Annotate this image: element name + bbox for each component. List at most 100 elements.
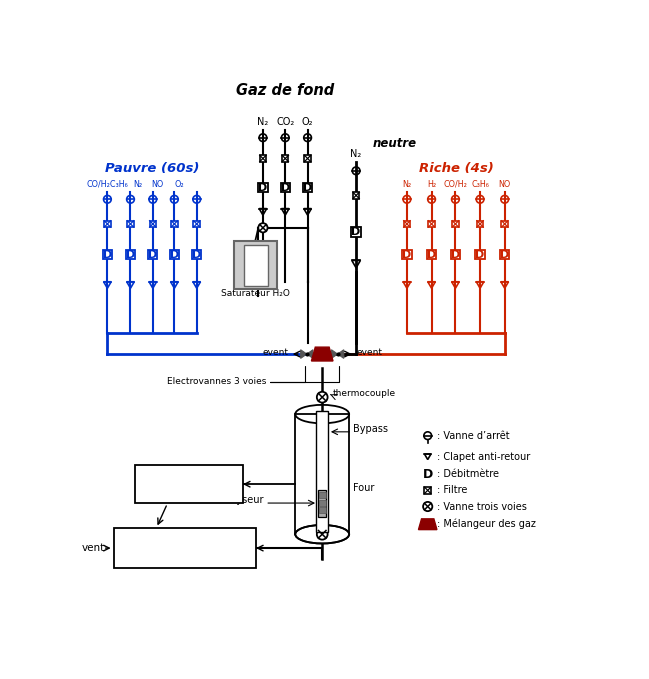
Text: D: D: [422, 468, 433, 481]
Bar: [234, 241, 276, 289]
Text: Infrarouge multigaz (MKS) (NO,: Infrarouge multigaz (MKS) (NO,: [117, 534, 252, 543]
Circle shape: [423, 502, 432, 511]
Bar: [304, 155, 311, 162]
Polygon shape: [307, 350, 313, 359]
Text: N₂: N₂: [402, 180, 411, 189]
Bar: [114, 528, 256, 568]
Text: CO/H₂C₃H₆: CO/H₂C₃H₆: [86, 180, 129, 189]
Polygon shape: [332, 350, 337, 359]
Text: D: D: [451, 250, 460, 260]
Text: vent: vent: [82, 543, 105, 553]
Text: D: D: [280, 183, 290, 193]
Text: : Débitmètre: : Débitmètre: [437, 469, 499, 479]
Text: C₃H₆: C₃H₆: [471, 180, 489, 189]
Bar: [127, 221, 134, 227]
Text: : Mélangeur des gaz: : Mélangeur des gaz: [437, 519, 536, 530]
Bar: [282, 155, 289, 162]
Text: D: D: [303, 183, 312, 193]
Bar: [502, 221, 508, 227]
Text: NO₂, N₂O, NH₃, CO₂, CO, H₂O…): NO₂, N₂O, NH₃, CO₂, CO, H₂O…): [117, 543, 252, 553]
Text: D: D: [192, 250, 201, 260]
Bar: [451, 250, 460, 259]
Bar: [319, 492, 326, 498]
Text: thermocouple: thermocouple: [333, 388, 396, 398]
Bar: [353, 192, 360, 199]
Text: D: D: [103, 250, 112, 260]
Text: : Clapet anti-retour: : Clapet anti-retour: [437, 452, 530, 462]
Text: Electrovannes 3 voies: Electrovannes 3 voies: [167, 377, 266, 386]
Circle shape: [258, 223, 267, 232]
Circle shape: [317, 529, 328, 540]
Circle shape: [317, 392, 328, 403]
Text: NO: NO: [498, 180, 511, 189]
Bar: [318, 490, 326, 517]
Text: N₂: N₂: [350, 149, 361, 159]
Text: Four: Four: [353, 483, 374, 493]
Text: : Filtre: : Filtre: [437, 485, 467, 496]
Bar: [319, 507, 326, 513]
Bar: [317, 411, 328, 532]
Text: D: D: [500, 250, 509, 260]
Polygon shape: [312, 347, 333, 361]
Bar: [500, 250, 509, 259]
Bar: [303, 183, 312, 192]
Text: : Vanne d’arrêt: : Vanne d’arrêt: [437, 431, 509, 441]
Ellipse shape: [295, 525, 349, 543]
Bar: [135, 465, 243, 503]
Bar: [424, 487, 431, 494]
Bar: [103, 250, 112, 259]
Text: H₂: H₂: [427, 180, 436, 189]
Polygon shape: [300, 350, 307, 359]
Text: D: D: [352, 227, 361, 238]
Text: D: D: [476, 250, 485, 260]
Bar: [476, 250, 485, 259]
Text: Saturateur H₂O: Saturateur H₂O: [221, 289, 289, 298]
Bar: [245, 246, 267, 286]
Bar: [258, 183, 267, 192]
Polygon shape: [337, 350, 344, 359]
Bar: [295, 414, 349, 534]
Bar: [126, 250, 135, 259]
Bar: [171, 221, 178, 227]
Text: D: D: [402, 250, 411, 260]
Text: D: D: [170, 250, 179, 260]
Bar: [170, 250, 179, 259]
Bar: [149, 221, 156, 227]
Bar: [148, 250, 158, 259]
Polygon shape: [419, 519, 437, 530]
Text: N₂: N₂: [257, 117, 269, 126]
Text: Spectomètre de: Spectomètre de: [147, 471, 230, 481]
Text: N₂: N₂: [133, 180, 142, 189]
Bar: [260, 155, 266, 162]
Text: Gaz de fond: Gaz de fond: [236, 84, 334, 98]
Bar: [351, 227, 361, 238]
Text: Catalyseur: Catalyseur: [212, 495, 265, 505]
Text: D: D: [148, 250, 158, 260]
Bar: [428, 221, 435, 227]
Bar: [319, 500, 326, 506]
Text: O₂: O₂: [174, 180, 184, 189]
Bar: [477, 221, 484, 227]
Bar: [427, 250, 436, 259]
Text: event: event: [356, 348, 382, 357]
Bar: [280, 183, 290, 192]
Text: D: D: [126, 250, 135, 260]
Bar: [193, 221, 200, 227]
Bar: [404, 221, 410, 227]
Text: O₂: O₂: [302, 117, 313, 126]
Text: D: D: [427, 250, 436, 260]
Bar: [192, 250, 201, 259]
Text: Riche (4s): Riche (4s): [419, 162, 494, 175]
Text: masse (H₂ ): masse (H₂ ): [159, 481, 219, 492]
Bar: [104, 221, 110, 227]
Text: CO₂: CO₂: [276, 117, 295, 126]
Bar: [452, 221, 459, 227]
Text: Bypass: Bypass: [353, 424, 388, 434]
Text: event: event: [262, 348, 288, 357]
Text: neutre: neutre: [373, 137, 417, 150]
Text: D: D: [258, 183, 267, 193]
Text: CO/H₂: CO/H₂: [443, 180, 467, 189]
Text: Pauvre (60s): Pauvre (60s): [105, 162, 199, 175]
Text: : Vanne trois voies: : Vanne trois voies: [437, 502, 527, 511]
Text: NO: NO: [151, 180, 164, 189]
